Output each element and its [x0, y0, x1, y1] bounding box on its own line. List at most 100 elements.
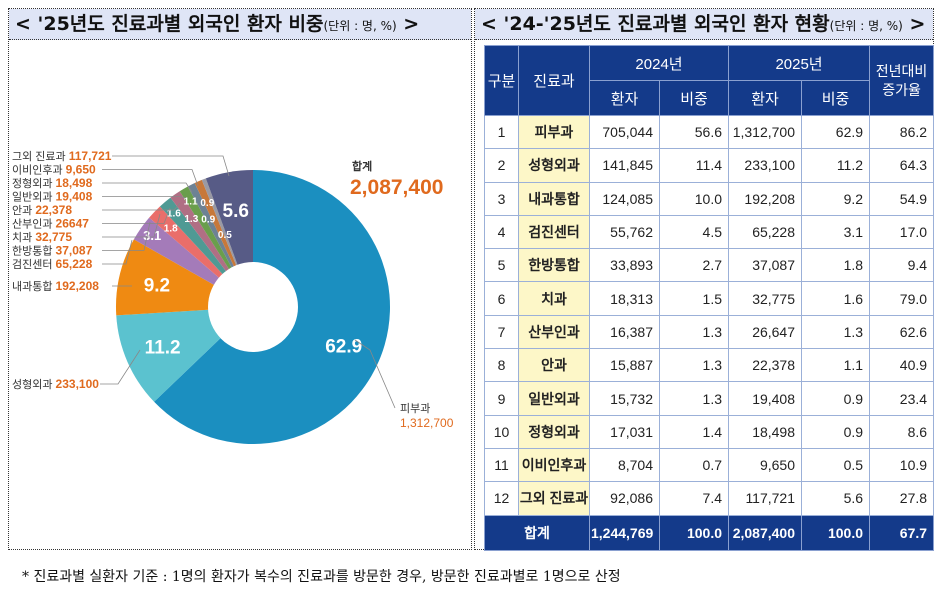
cell-dept: 정형외과 [518, 414, 590, 449]
table-title-close: > [902, 13, 926, 35]
cell-share-2025: 11.2 [801, 148, 871, 183]
slice-label: 그외 진료과 117,721 [12, 149, 112, 163]
slice-count: 22,378 [35, 203, 72, 217]
cell-patients-2025: 192,208 [728, 181, 803, 216]
table-row: 10 정형외과 17,031 1.4 18,498 0.9 8.6 [484, 414, 935, 449]
cell-no: 1 [484, 114, 519, 150]
header-no: 구분 [484, 45, 519, 116]
cell-share-2024: 1.3 [658, 314, 730, 350]
slice-value-label: 0.9 [201, 214, 215, 225]
cell-dept: 피부과 [518, 114, 590, 150]
cell-dept: 검진센터 [518, 214, 590, 250]
cell-patients-2025: 18,498 [728, 414, 803, 449]
footnote: * 진료과별 실환자 기준 : 1명의 환자가 복수의 진료과를 방문한 경우,… [22, 569, 621, 585]
cell-patients-2025: 26,647 [728, 314, 803, 350]
cell-growth: 23.4 [869, 381, 935, 416]
slice-count: 26647 [56, 217, 90, 231]
cell-share-2024: 1.4 [658, 414, 730, 449]
leader-line [102, 196, 187, 199]
cell-growth: 10.9 [869, 447, 935, 483]
slice-label: 검진센터 65,228 [12, 257, 93, 271]
total-label: 합계 [352, 159, 372, 173]
cell-share-2024: 1.3 [658, 348, 730, 383]
leader-line [102, 239, 133, 265]
slice-value-label: 11.2 [145, 338, 181, 359]
header-2025: 2025년 [728, 45, 871, 81]
slice-label: 안과 22,378 [12, 203, 72, 217]
total-cell: 67.7 [869, 514, 935, 551]
slice-name: 안과 [12, 204, 32, 217]
cell-no: 5 [484, 248, 519, 283]
slice-label: 이비인후과 9,650 [12, 163, 96, 177]
leader-line [102, 202, 181, 211]
cell-no: 4 [484, 214, 519, 250]
table-row: 3 내과통합 124,085 10.0 192,208 9.2 54.9 [484, 181, 935, 216]
cell-dept: 안과 [518, 348, 590, 383]
slice-name: 정형외과 [12, 177, 52, 190]
table-row: 1 피부과 705,044 56.6 1,312,700 62.9 86.2 [484, 114, 935, 150]
cell-share-2024: 56.6 [658, 114, 730, 150]
pie-title-text: < '25년도 진료과별 외국인 환자 비중 [15, 13, 324, 35]
leader-line [102, 182, 193, 193]
slice-label: 산부인과 26647 [12, 217, 89, 231]
slice-label: 한방통합 37,087 [12, 244, 93, 258]
table-row: 5 한방통합 33,893 2.7 37,087 1.8 9.4 [484, 248, 935, 283]
cell-no: 7 [484, 314, 519, 350]
pie-unit: (단위 : 명, %) [323, 19, 397, 33]
cell-growth: 62.6 [869, 314, 935, 350]
total-value: 2,087,400 [350, 176, 443, 199]
slice-name: 이비인후과 [12, 164, 63, 177]
leader-line [102, 169, 199, 187]
header-patients-2024: 환자 [589, 80, 660, 116]
cell-patients-2024: 33,893 [589, 248, 660, 283]
total-label: 합계 [484, 514, 590, 551]
slice-label: 일반외과 19,408 [12, 190, 93, 204]
table-row: 2 성형외과 141,845 11.4 233,100 11.2 64.3 [484, 148, 935, 183]
cell-dept: 산부인과 [518, 314, 590, 350]
cell-dept: 치과 [518, 281, 590, 316]
cell-dept: 이비인후과 [518, 447, 590, 483]
cell-patients-2024: 124,085 [589, 181, 660, 216]
slice-name: 산부인과 [12, 218, 52, 231]
cell-growth: 9.4 [869, 248, 935, 283]
total-cell: 100.0 [658, 514, 730, 551]
leader-line [102, 207, 171, 224]
cell-patients-2025: 37,087 [728, 248, 803, 283]
table-row: 8 안과 15,887 1.3 22,378 1.1 40.9 [484, 348, 935, 383]
cell-no: 11 [484, 447, 519, 483]
cell-dept: 한방통합 [518, 248, 590, 283]
table-row: 6 치과 18,313 1.5 32,775 1.6 79.0 [484, 281, 935, 316]
slice-value-label: 62.9 [325, 337, 362, 358]
cell-share-2025: 0.5 [801, 447, 871, 483]
slice-name: 그외 진료과 [12, 150, 66, 163]
cell-share-2025: 0.9 [801, 381, 871, 416]
cell-share-2025: 0.9 [801, 414, 871, 449]
dept-table: 구분 진료과 2024년 2025년 전년대비 증가율 환자 비중 환자 비중 1 피부과 705… [484, 45, 935, 551]
slice-count: 65,228 [56, 257, 93, 271]
slice-name: 한방통합 [12, 245, 52, 258]
leader-line [354, 339, 396, 409]
table-row: 4 검진센터 55,762 4.5 65,228 3.1 17.0 [484, 214, 935, 250]
slice-value-label: 1.3 [184, 214, 198, 225]
slice-name: 치과 [12, 231, 32, 244]
cell-patients-2024: 15,887 [589, 348, 660, 383]
cell-no: 2 [484, 148, 519, 183]
table-panel: < '24-'25년도 진료과별 외국인 환자 현황(단위 : 명, %) > … [474, 8, 935, 551]
slice-count: 233,100 [56, 377, 100, 391]
cell-patients-2024: 16,387 [589, 314, 660, 350]
slice-count: 192,208 [56, 279, 100, 293]
slice-value-label: 1.8 [164, 224, 178, 235]
table-title-line: < '24-'25년도 진료과별 외국인 환자 현황(단위 : 명, %) > [481, 9, 925, 41]
slice-count: 32,775 [35, 230, 72, 244]
cell-share-2024: 2.7 [658, 248, 730, 283]
table-title: < '24-'25년도 진료과별 외국인 환자 현황(단위 : 명, %) > [475, 9, 933, 40]
cell-share-2025: 1.8 [801, 248, 871, 283]
header-growth: 전년대비 증가율 [869, 45, 935, 116]
total-cell: 2,087,400 [728, 514, 803, 551]
cell-no: 10 [484, 414, 519, 449]
slice-name: 피부과 [400, 402, 430, 415]
header-2024: 2024년 [588, 45, 730, 81]
total-cell: 1,244,769 [589, 514, 660, 551]
cell-no: 6 [484, 281, 519, 316]
cell-patients-2024: 141,845 [589, 148, 660, 183]
